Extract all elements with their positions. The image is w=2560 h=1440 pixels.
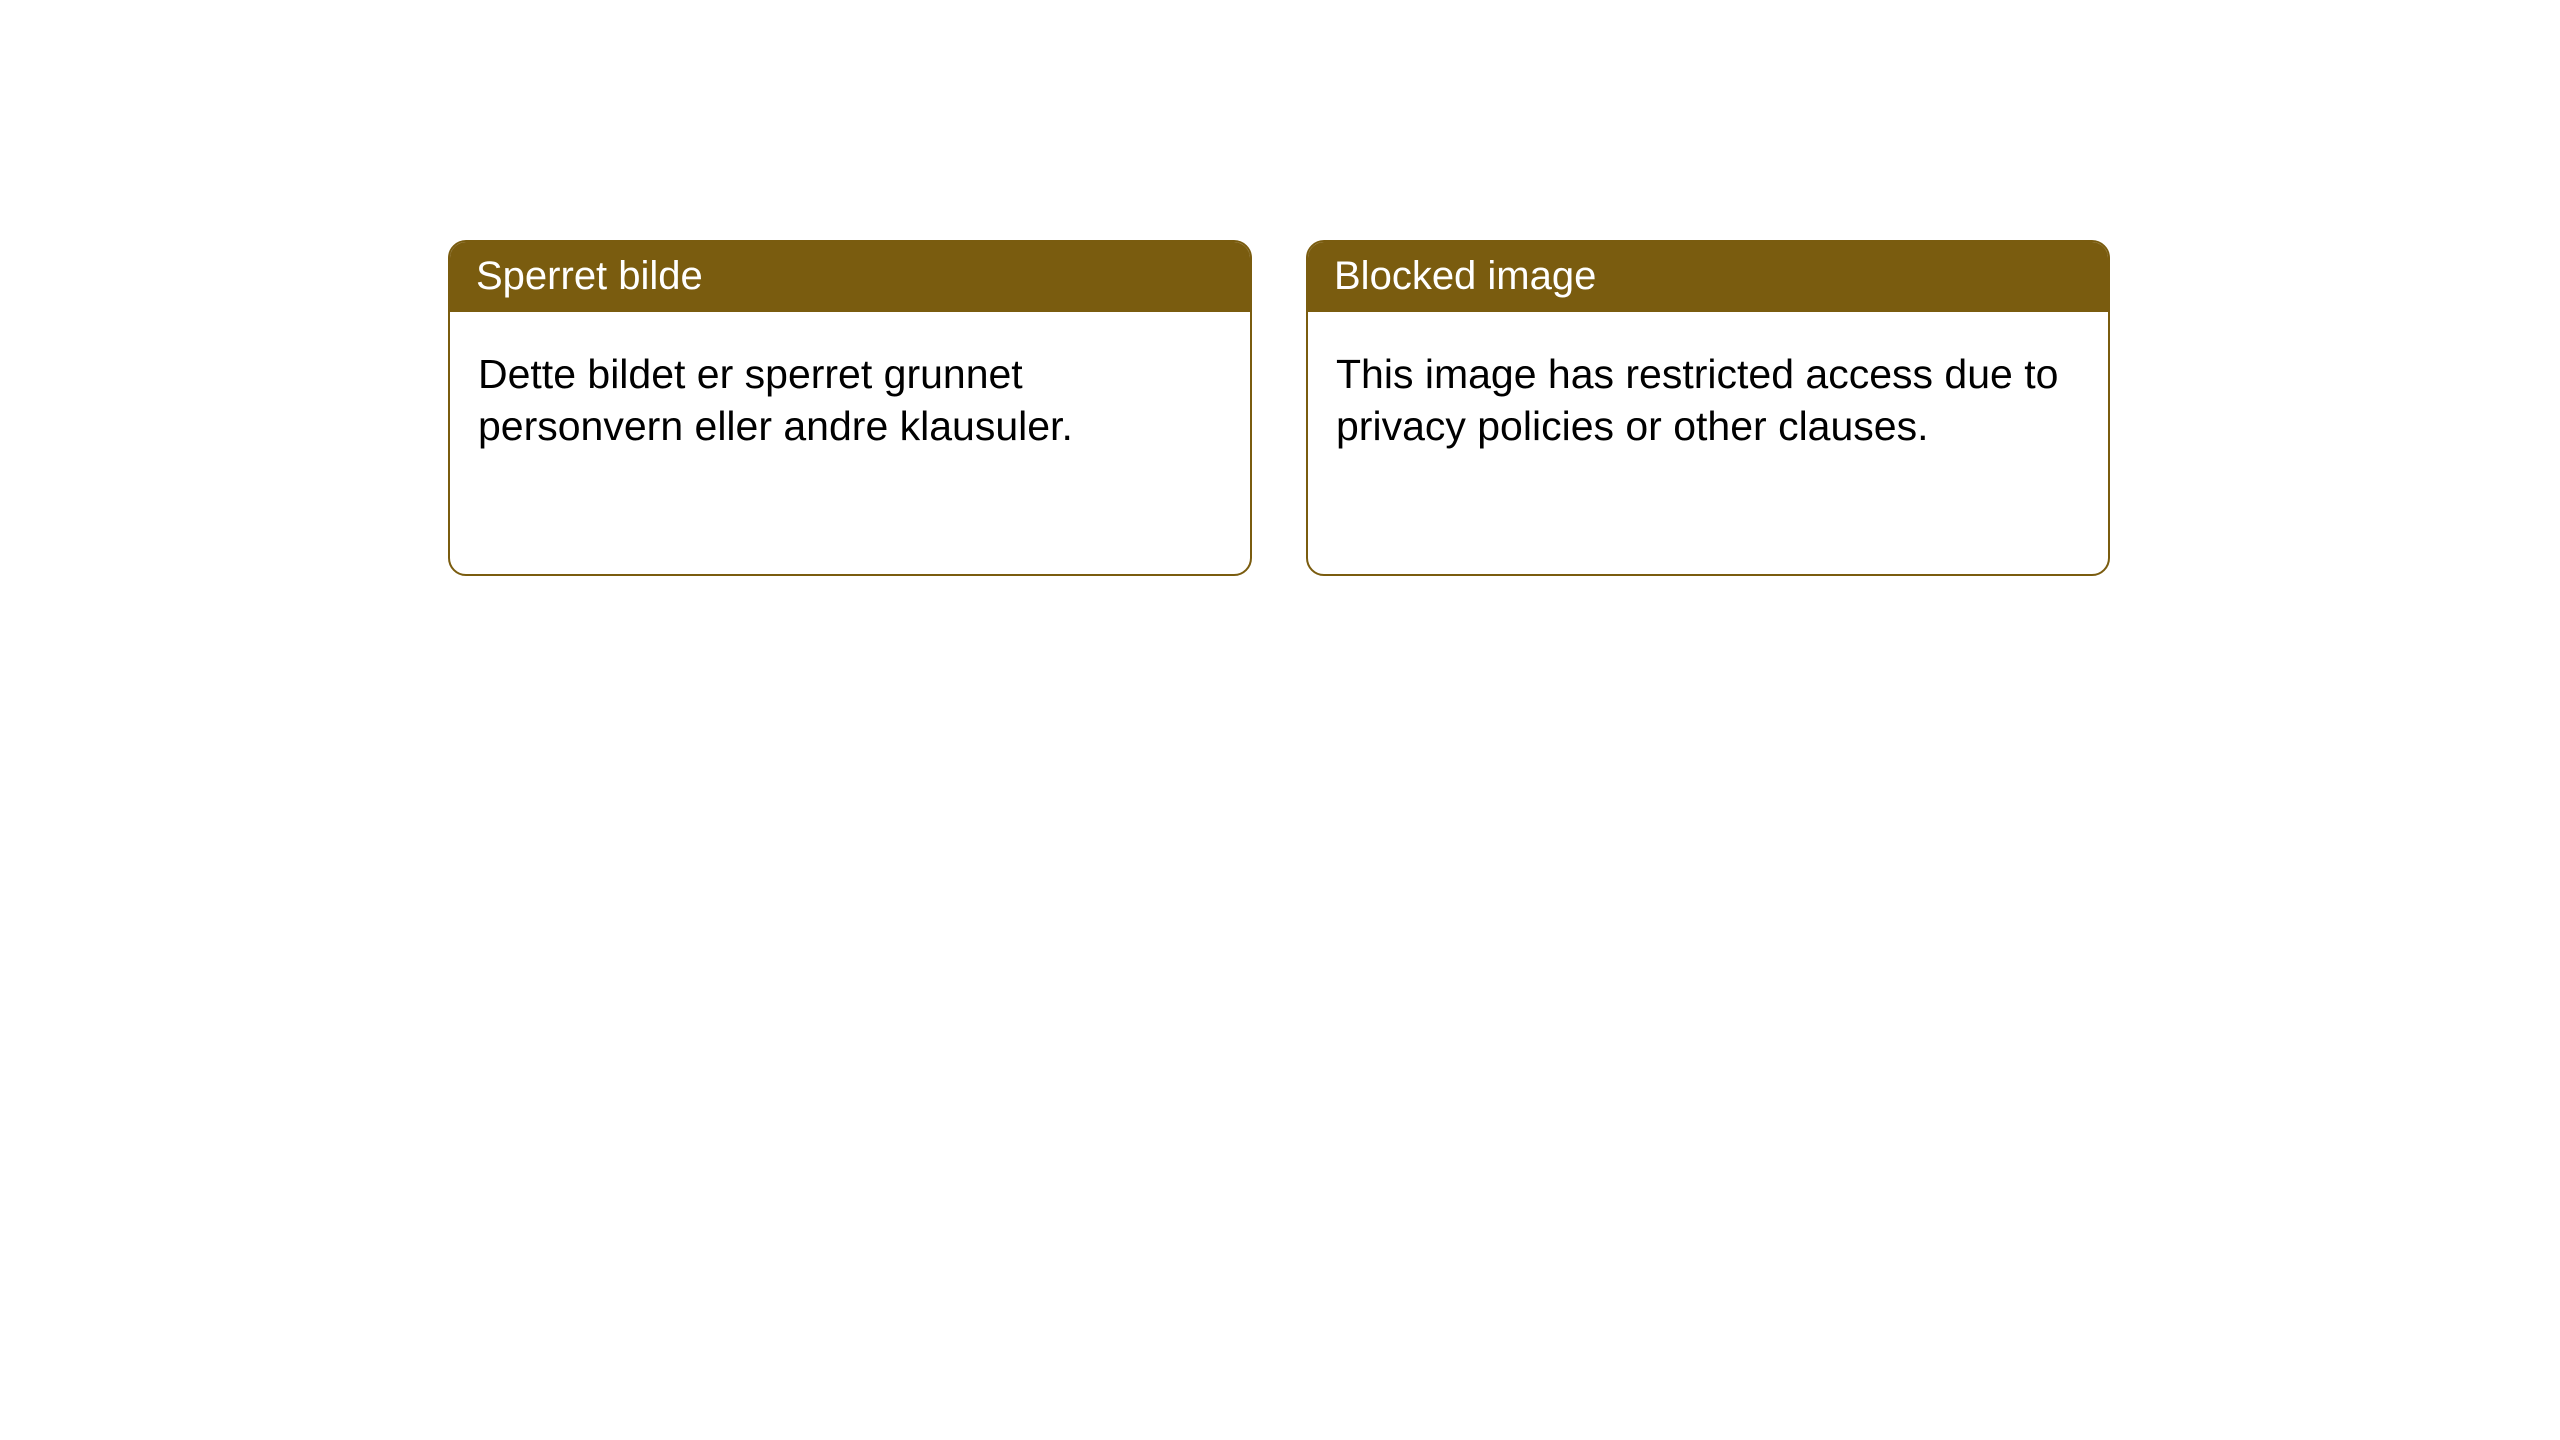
- notice-container: Sperret bilde Dette bildet er sperret gr…: [0, 0, 2560, 576]
- blocked-image-card-norwegian: Sperret bilde Dette bildet er sperret gr…: [448, 240, 1252, 576]
- card-body-text: This image has restricted access due to …: [1336, 351, 2058, 449]
- blocked-image-card-english: Blocked image This image has restricted …: [1306, 240, 2110, 576]
- card-body: This image has restricted access due to …: [1308, 312, 2108, 489]
- card-body: Dette bildet er sperret grunnet personve…: [450, 312, 1250, 489]
- card-header: Blocked image: [1308, 242, 2108, 312]
- card-header: Sperret bilde: [450, 242, 1250, 312]
- card-title: Blocked image: [1334, 254, 1596, 298]
- card-title: Sperret bilde: [476, 254, 703, 298]
- card-body-text: Dette bildet er sperret grunnet personve…: [478, 351, 1073, 449]
